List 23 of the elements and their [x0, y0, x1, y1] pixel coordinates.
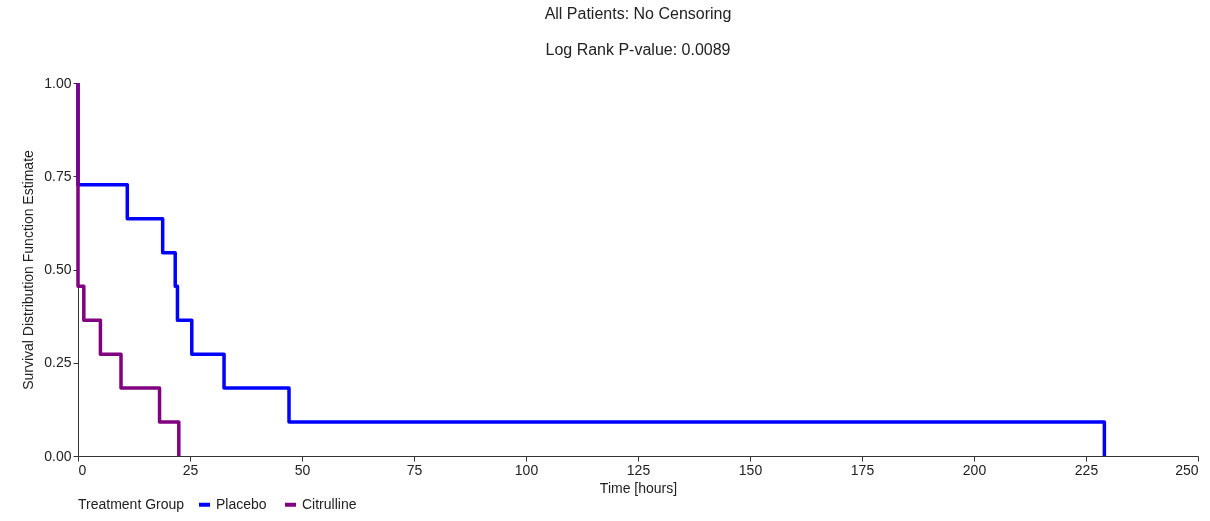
- legend-title: Treatment Group: [78, 496, 185, 512]
- x-tick-label: 200: [962, 461, 987, 478]
- x-tick-label: 150: [738, 461, 763, 478]
- x-tick-label: 250: [1175, 461, 1199, 478]
- y-axis-title: Survival Distribution Function Estimate: [20, 149, 37, 390]
- y-tick-label: 0.50: [44, 261, 72, 277]
- x-tick-label: 125: [626, 461, 651, 478]
- chart-subtitle: Log Rank P-value: 0.0089: [545, 41, 731, 58]
- x-tick-label: 100: [514, 461, 539, 478]
- x-tick-label: 25: [182, 461, 199, 478]
- x-tick-label: 0: [78, 461, 87, 478]
- y-tick-label: 0.75: [44, 167, 72, 184]
- legend-label: Citrulline: [302, 495, 357, 512]
- x-tick-label: 75: [406, 461, 423, 478]
- y-tick-label: 0.25: [44, 354, 72, 371]
- x-tick-label: 50: [294, 461, 311, 478]
- x-axis-title: Time [hours]: [599, 479, 678, 496]
- x-tick-label: 175: [850, 461, 875, 478]
- legend-label: Placebo: [216, 495, 267, 512]
- y-tick-label: 1.00: [44, 74, 72, 91]
- x-tick-label: 225: [1074, 461, 1099, 478]
- y-tick-label: 0.00: [44, 447, 72, 464]
- chart-title: All Patients: No Censoring: [544, 5, 732, 22]
